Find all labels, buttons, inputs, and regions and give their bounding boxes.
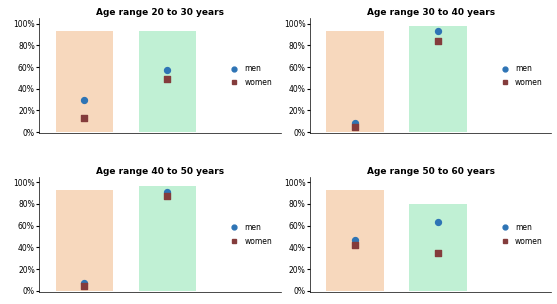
Bar xyxy=(56,31,113,132)
Point xyxy=(434,29,443,34)
Point xyxy=(350,124,359,129)
Point xyxy=(80,281,89,285)
Legend: men, women: men, women xyxy=(224,221,275,248)
Title: Age range 40 to 50 years: Age range 40 to 50 years xyxy=(96,167,224,176)
Point xyxy=(80,284,89,289)
Point xyxy=(163,77,172,81)
Bar xyxy=(409,204,467,291)
Point xyxy=(163,194,172,199)
Title: Age range 20 to 30 years: Age range 20 to 30 years xyxy=(96,9,224,17)
Point xyxy=(163,190,172,195)
Point xyxy=(350,243,359,248)
Bar xyxy=(139,31,196,132)
Point xyxy=(350,121,359,126)
Point xyxy=(163,68,172,73)
Legend: men, women: men, women xyxy=(495,62,545,89)
Bar xyxy=(326,31,384,132)
Point xyxy=(434,220,443,225)
Title: Age range 30 to 40 years: Age range 30 to 40 years xyxy=(367,9,495,17)
Legend: men, women: men, women xyxy=(224,62,275,89)
Bar xyxy=(326,190,384,291)
Title: Age range 50 to 60 years: Age range 50 to 60 years xyxy=(367,167,495,176)
Bar xyxy=(139,185,196,291)
Bar xyxy=(56,190,113,291)
Legend: men, women: men, women xyxy=(495,221,545,248)
Point xyxy=(80,116,89,120)
Point xyxy=(434,250,443,255)
Point xyxy=(434,39,443,43)
Bar xyxy=(409,26,467,132)
Point xyxy=(350,237,359,242)
Point xyxy=(80,97,89,102)
